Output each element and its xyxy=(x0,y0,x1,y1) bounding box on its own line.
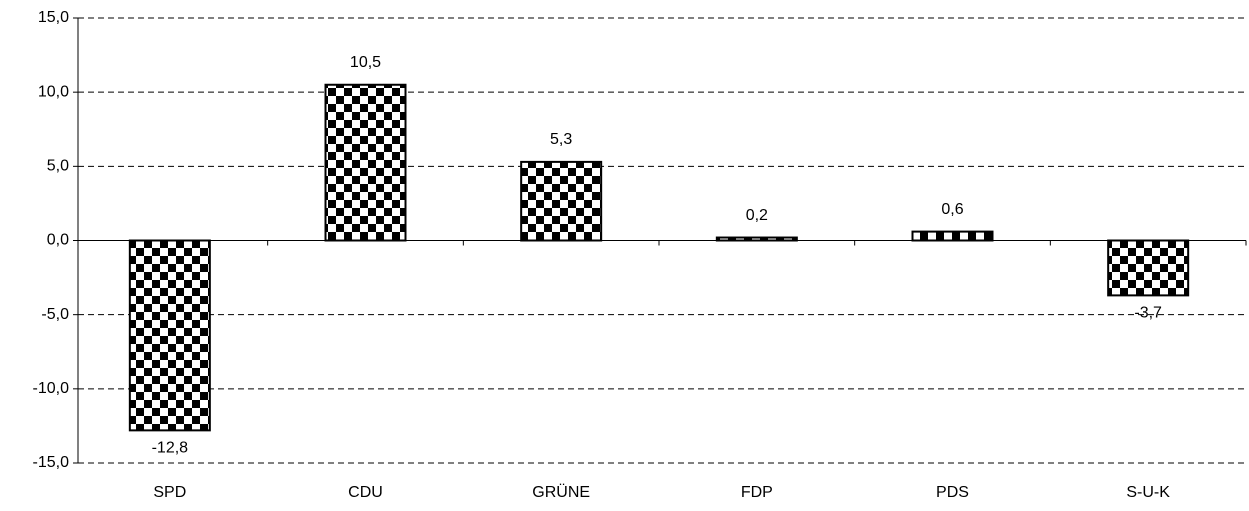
bar xyxy=(1107,239,1190,297)
bar xyxy=(715,236,798,242)
y-tick-label: -10,0 xyxy=(33,380,70,397)
y-tick-label: 0,0 xyxy=(47,232,69,249)
bar xyxy=(911,230,994,242)
data-label: 0,2 xyxy=(746,207,768,224)
data-label: 5,3 xyxy=(550,131,572,148)
y-tick-label: 15,0 xyxy=(38,9,69,26)
bar xyxy=(520,160,603,242)
data-label: 10,5 xyxy=(350,54,381,71)
data-label: -12,8 xyxy=(152,440,189,457)
y-tick-label: 5,0 xyxy=(47,158,69,175)
bar xyxy=(128,239,211,432)
bar xyxy=(324,83,407,242)
x-tick-label: GRÜNE xyxy=(532,483,590,501)
x-tick-label: FDP xyxy=(741,484,773,501)
x-tick-label: S-U-K xyxy=(1126,484,1170,501)
x-tick-label: CDU xyxy=(348,484,383,501)
data-label: 0,6 xyxy=(941,201,963,218)
x-tick-label: PDS xyxy=(936,484,969,501)
y-tick-label: -15,0 xyxy=(33,454,70,471)
x-tick-label: SPD xyxy=(153,484,186,501)
y-tick-label: -5,0 xyxy=(41,306,69,323)
y-tick-label: 10,0 xyxy=(38,83,69,100)
data-label: -3,7 xyxy=(1134,305,1162,322)
